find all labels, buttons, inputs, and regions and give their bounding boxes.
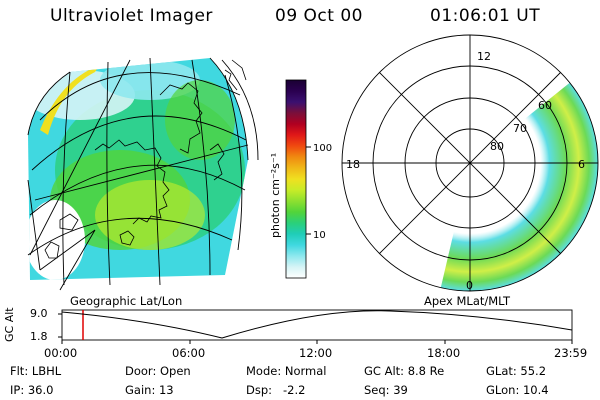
status-glon: GLon: 10.4 bbox=[486, 383, 549, 397]
seq-value: 39 bbox=[393, 383, 408, 397]
status-door: Door: Open bbox=[125, 364, 191, 378]
mlat-label-70: 70 bbox=[513, 122, 527, 135]
status-mode: Mode: Normal bbox=[246, 364, 326, 378]
status-gcalt: GC Alt: 8.8 Re bbox=[364, 364, 444, 378]
timeline-xtick-0000: 00:00 bbox=[44, 346, 78, 360]
timeline-xtick-1800: 18:00 bbox=[427, 346, 461, 360]
timeline-xtick-1200: 12:00 bbox=[299, 346, 333, 360]
gcalt-value: 8.8 Re bbox=[407, 364, 445, 378]
flt-label: Flt: bbox=[10, 364, 29, 378]
mode-label: Mode: bbox=[246, 364, 282, 378]
status-flt: Flt: LBHL bbox=[10, 364, 61, 378]
status-gain: Gain: 13 bbox=[125, 383, 174, 397]
timeline-xtick-0600: 06:00 bbox=[172, 346, 206, 360]
glon-label: GLon: bbox=[486, 383, 520, 397]
mlt-label-12: 12 bbox=[477, 50, 491, 63]
gcalt-label: GC Alt: bbox=[364, 364, 405, 378]
colorbar-scale bbox=[285, 79, 307, 279]
glat-label: GLat: bbox=[486, 364, 517, 378]
flt-value: LBHL bbox=[31, 364, 62, 378]
header-time: 01:06:01 UT bbox=[430, 6, 541, 26]
door-value: Open bbox=[159, 364, 191, 378]
dsp-value: -2.2 bbox=[283, 383, 306, 397]
mlt-label-0: 0 bbox=[466, 279, 473, 292]
altitude-curve bbox=[61, 310, 573, 339]
colorbar-unit-label: photon cm⁻²s⁻¹ bbox=[269, 153, 282, 238]
mlat-label-60: 60 bbox=[538, 99, 552, 112]
altitude-timeline bbox=[58, 309, 573, 344]
gain-value: 13 bbox=[158, 383, 174, 397]
dsp-label: Dsp: bbox=[246, 383, 273, 397]
coastlines bbox=[44, 59, 247, 259]
glon-value: 10.4 bbox=[522, 383, 549, 397]
aurora-image-left bbox=[28, 58, 248, 280]
mlat-label-80: 80 bbox=[490, 140, 504, 153]
timeline-ytick-1-8: 1.8 bbox=[30, 330, 48, 343]
mlt-label-6: 6 bbox=[578, 158, 585, 171]
status-dsp: Dsp: -2.2 bbox=[246, 383, 305, 397]
polar-grid bbox=[341, 34, 599, 292]
geographic-map bbox=[27, 57, 259, 291]
aurora-image-right bbox=[440, 60, 598, 291]
lat-lon-grid bbox=[27, 57, 259, 291]
ip-label: IP: bbox=[10, 383, 25, 397]
header-date: 09 Oct 00 bbox=[275, 6, 363, 26]
timeline-axis-label: GC Alt bbox=[3, 307, 16, 342]
left-panel-caption: Geographic Lat/Lon bbox=[70, 294, 183, 308]
seq-label: Seq: bbox=[364, 383, 390, 397]
glat-value: 55.2 bbox=[520, 364, 547, 378]
status-seq: Seq: 39 bbox=[364, 383, 408, 397]
mlt-polar-plot: 12 18 6 0 60 70 80 bbox=[341, 34, 599, 292]
right-panel-caption: Apex MLat/MLT bbox=[424, 294, 511, 308]
timeline-xtick-2359: 23:59 bbox=[554, 346, 588, 360]
status-glat: GLat: 55.2 bbox=[486, 364, 546, 378]
mode-value: Normal bbox=[284, 364, 327, 378]
timeline-ytick-9: 9.0 bbox=[30, 307, 48, 320]
status-ip: IP: 36.0 bbox=[10, 383, 53, 397]
gain-label: Gain: bbox=[125, 383, 156, 397]
mlt-label-18: 18 bbox=[346, 158, 360, 171]
colorbar-tick-100: 100 bbox=[313, 143, 332, 154]
app-title: Ultraviolet Imager bbox=[50, 6, 213, 26]
ip-value: 36.0 bbox=[27, 383, 54, 397]
colorbar-tick-10: 10 bbox=[313, 230, 326, 241]
colorbar: 100 10 photon cm⁻²s⁻¹ bbox=[269, 79, 332, 279]
door-label: Door: bbox=[125, 364, 157, 378]
